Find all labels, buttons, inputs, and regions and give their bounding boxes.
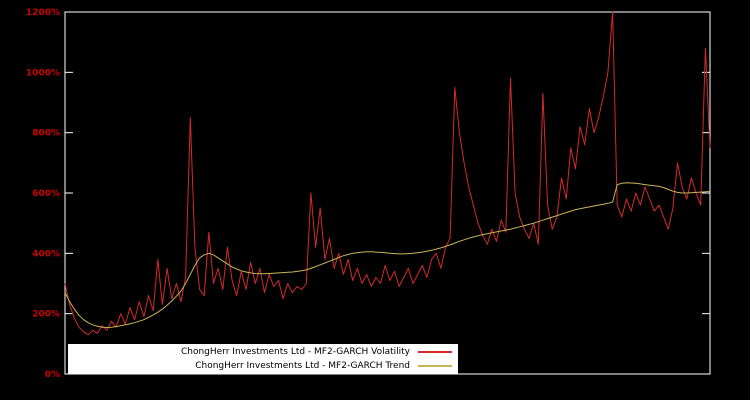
legend-item-trend: ChongHerr Investments Ltd - MF2-GARCH Tr… [68, 359, 458, 373]
y-tick-label: 800% [32, 129, 60, 139]
trend-line-sample [418, 365, 452, 367]
legend-label-trend: ChongHerr Investments Ltd - MF2-GARCH Tr… [195, 361, 410, 371]
series-line-1 [64, 182, 711, 328]
chart-legend: ChongHerr Investments Ltd - MF2-GARCH Vo… [68, 344, 458, 374]
y-tick-label: 200% [32, 310, 60, 320]
y-tick-label: 1200% [26, 8, 60, 18]
volatility-line-sample [418, 351, 452, 353]
legend-label-volatility: ChongHerr Investments Ltd - MF2-GARCH Vo… [180, 347, 410, 357]
y-tick-label: 400% [32, 249, 60, 259]
legend-item-volatility: ChongHerr Investments Ltd - MF2-GARCH Vo… [68, 345, 458, 359]
y-tick-label: 600% [32, 189, 60, 199]
y-tick-label: 1000% [26, 68, 60, 78]
series-line-0 [64, 11, 711, 336]
y-tick-label: 0% [45, 370, 60, 380]
